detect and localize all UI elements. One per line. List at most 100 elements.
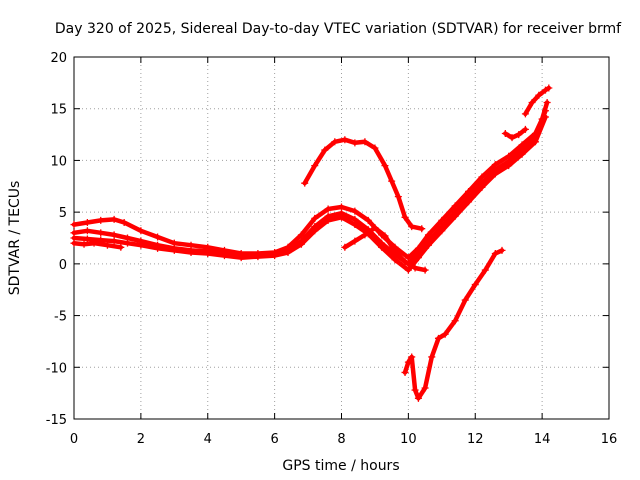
data-point xyxy=(424,241,432,249)
data-point xyxy=(401,368,409,376)
data-point xyxy=(70,221,78,229)
series-trace xyxy=(302,137,425,231)
data-point xyxy=(528,99,536,107)
data-point xyxy=(97,229,105,237)
data-point xyxy=(154,244,162,252)
data-point xyxy=(543,99,551,107)
data-point xyxy=(311,214,319,222)
x-tick-label: 6 xyxy=(270,432,278,447)
x-tick-label: 10 xyxy=(400,432,417,447)
data-point xyxy=(391,247,399,255)
data-point xyxy=(451,317,459,325)
y-tick-label: 0 xyxy=(59,258,67,273)
data-point xyxy=(97,216,105,224)
data-point xyxy=(521,110,529,118)
data-point xyxy=(465,198,473,206)
data-point xyxy=(465,187,473,195)
data-point xyxy=(83,235,91,243)
data-point xyxy=(254,253,262,261)
y-tick-label: 20 xyxy=(50,51,67,66)
series-3 xyxy=(70,113,549,274)
data-point xyxy=(421,266,429,274)
x-axis-label: GPS time / hours xyxy=(282,458,399,474)
data-point xyxy=(361,138,369,146)
y-axis-ticks: -15 -10 -5 0 5 10 15 20 xyxy=(46,51,609,428)
data-point xyxy=(371,144,379,152)
data-point xyxy=(545,84,553,92)
data-point xyxy=(338,203,345,211)
data-point xyxy=(408,223,416,231)
data-point xyxy=(331,138,339,146)
data-point xyxy=(83,227,91,235)
y-axis-label: SDTVAR / TECUs xyxy=(7,181,23,296)
series-4 xyxy=(70,239,125,251)
data-point xyxy=(451,212,459,220)
data-point xyxy=(515,131,523,139)
data-point xyxy=(297,231,305,239)
data-point xyxy=(434,334,442,342)
x-tick-label: 2 xyxy=(137,432,145,447)
data-point xyxy=(137,241,145,249)
series-7 xyxy=(401,246,506,402)
data-point xyxy=(481,266,489,274)
data-point xyxy=(491,170,499,178)
data-point xyxy=(351,237,359,245)
data-point xyxy=(103,241,111,249)
y-tick-label: 10 xyxy=(50,154,67,169)
data-point xyxy=(110,237,118,245)
data-point xyxy=(501,130,509,138)
data-point xyxy=(411,386,419,394)
data-point xyxy=(521,125,529,133)
data-point xyxy=(351,221,359,229)
x-axis-ticks: 0 2 4 6 8 10 12 14 16 xyxy=(70,57,617,447)
x-tick-label: 12 xyxy=(467,432,484,447)
data-point xyxy=(341,136,349,144)
data-point xyxy=(401,258,409,266)
data-point xyxy=(381,162,389,170)
data-point xyxy=(518,150,526,158)
data-point xyxy=(297,240,305,248)
data-point xyxy=(110,215,118,223)
data-point xyxy=(284,248,292,256)
data-point xyxy=(220,252,228,260)
data-point xyxy=(137,227,145,235)
data-point xyxy=(438,216,446,224)
data-point xyxy=(461,296,469,304)
data-point xyxy=(351,207,359,215)
data-point xyxy=(541,113,549,121)
series-trace xyxy=(402,248,505,401)
data-point xyxy=(441,330,449,338)
data-point xyxy=(204,250,212,258)
data-point xyxy=(418,225,426,233)
y-tick-label: 15 xyxy=(50,103,67,118)
data-point xyxy=(451,202,459,210)
data-point xyxy=(381,232,389,240)
x-tick-label: 4 xyxy=(204,432,212,447)
series-trace xyxy=(71,100,550,260)
data-point xyxy=(414,254,422,262)
x-tick-label: 16 xyxy=(601,432,618,447)
data-point xyxy=(478,173,486,181)
x-tick-label: 8 xyxy=(337,432,345,447)
data-point xyxy=(70,239,78,247)
data-point xyxy=(541,107,549,115)
data-point xyxy=(388,177,396,185)
data-point xyxy=(341,243,349,251)
y-tick-label: -10 xyxy=(46,361,67,376)
data-point xyxy=(404,358,412,366)
data-point xyxy=(394,193,402,201)
data-point xyxy=(311,227,319,235)
data-point xyxy=(90,239,98,247)
data-point xyxy=(438,227,446,235)
data-point xyxy=(404,266,412,274)
series-9 xyxy=(521,84,553,118)
data-point xyxy=(301,179,309,187)
data-point xyxy=(428,353,436,361)
data-point xyxy=(508,134,516,142)
x-tick-label: 14 xyxy=(534,432,551,447)
data-point xyxy=(83,218,91,226)
data-point xyxy=(408,353,416,361)
data-point xyxy=(535,91,543,99)
data-point xyxy=(531,138,539,146)
data-point xyxy=(120,218,128,226)
